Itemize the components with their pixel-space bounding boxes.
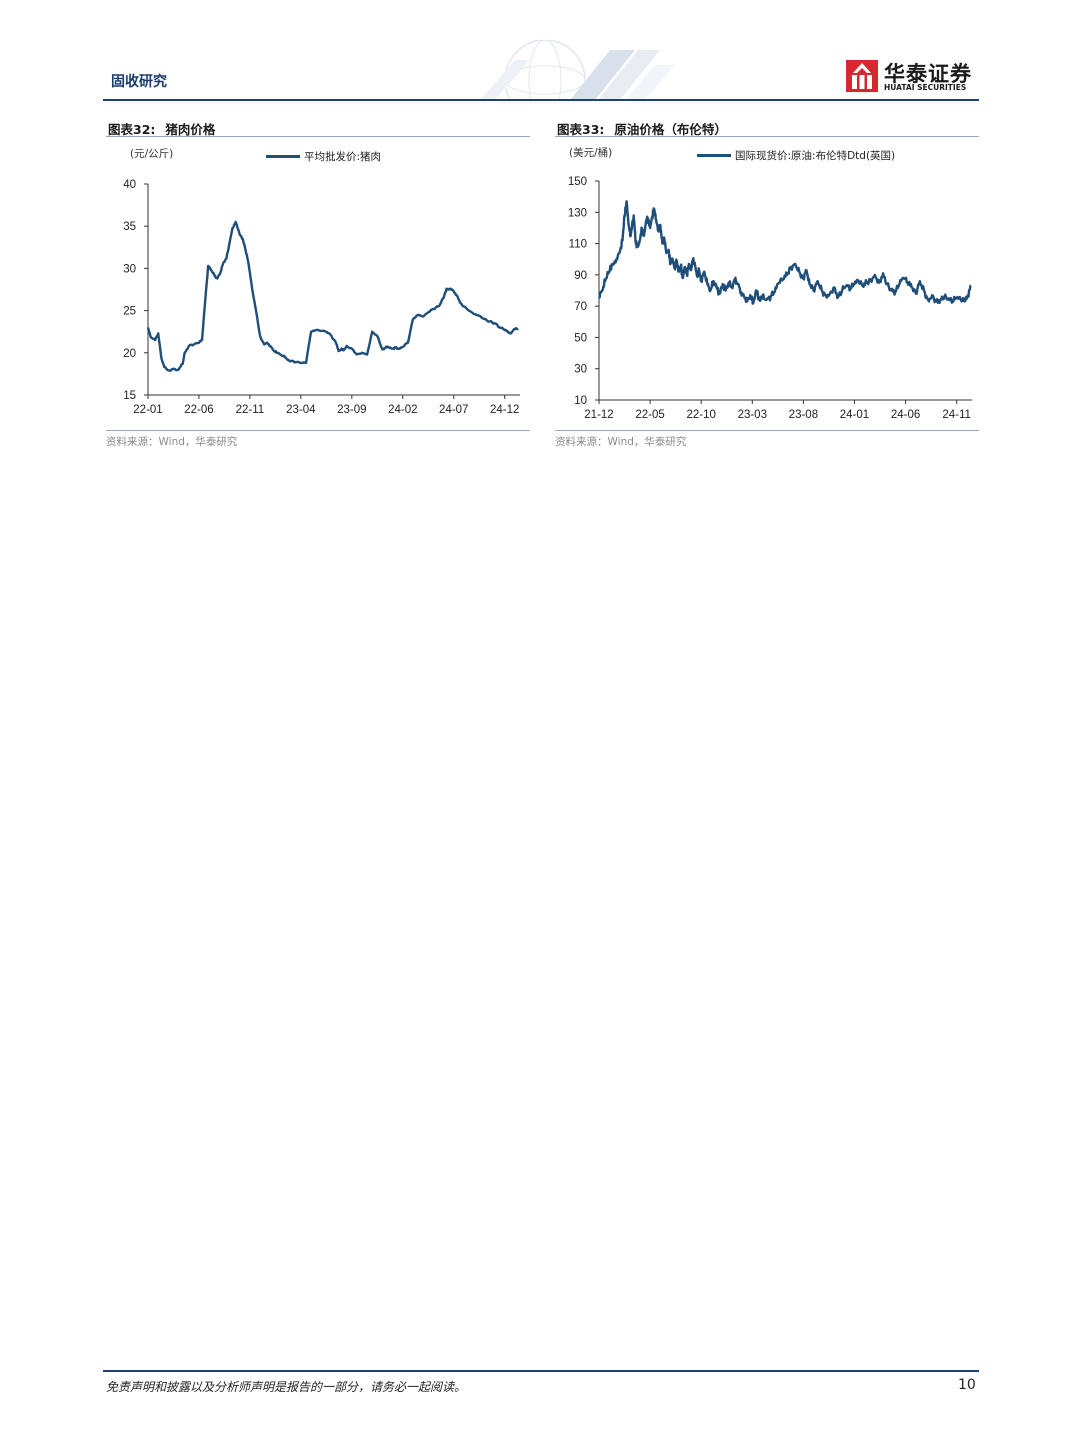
page-number: 10: [958, 1377, 976, 1393]
y-tick-label: 35: [123, 221, 136, 233]
y-axis-unit: (美元/桶): [569, 147, 613, 159]
section-title: 固收研究: [111, 74, 167, 90]
y-tick-label: 90: [574, 270, 587, 282]
y-tick-label: 110: [569, 239, 587, 251]
chart-label: 图表33:: [557, 122, 605, 137]
pork-price-line-chart: 15 20 25 30 35 40 22-01 22-06 22-11 23-04 23-09 24-…: [123, 179, 520, 416]
brent-price-line-chart: 10 30 50 70 90 110 130 150 21-12 22-05 22-10 23-03 2…: [568, 176, 972, 421]
footer-disclaimer: 免责声明和披露以及分析师声明是报告的一部分，请务必一起阅读。: [106, 1380, 467, 1394]
footer-divider: [103, 1370, 979, 1372]
legend-label: 国际现货价:原油:布伦特Dtd(英国): [735, 150, 896, 162]
y-tick-label: 30: [123, 263, 136, 275]
x-tick-label: 22-11: [236, 404, 265, 416]
chart-top-rule: [106, 136, 530, 137]
y-tick-label: 40: [123, 179, 136, 191]
x-tick-label: 22-06: [184, 404, 213, 416]
header-divider: [103, 99, 979, 101]
globe-banner-decoration: [480, 40, 675, 100]
x-tick-label: 24-12: [490, 404, 519, 416]
x-tick-label: 23-04: [286, 404, 316, 416]
y-tick-label: 50: [574, 332, 587, 344]
huatai-logo-mark-icon: [846, 60, 878, 92]
chart-bottom-rule: [555, 430, 979, 431]
y-axis-unit: (元/公斤): [130, 148, 174, 160]
x-tick-label: 24-01: [840, 409, 869, 421]
y-tick-label: 30: [574, 364, 587, 376]
logo-english-name: HUATAI SECURITIES: [884, 83, 967, 92]
legend-swatch: [266, 155, 300, 158]
chart-title: 图表32: 猪肉价格: [108, 119, 215, 138]
x-tick-label: 23-09: [337, 404, 366, 416]
series-line-0: [146, 220, 519, 372]
chart-source: 资料来源：Wind，华泰研究: [106, 436, 238, 448]
x-tick-label: 22-10: [686, 409, 715, 421]
chart-top-rule: [555, 136, 979, 137]
huatai-logo: 华泰证券 HUATAI SECURITIES: [846, 58, 980, 94]
y-tick-label: 130: [568, 207, 587, 219]
chart-title-text: 猪肉价格: [165, 122, 216, 137]
x-tick-label: 24-11: [942, 409, 971, 421]
y-tick-label: 20: [123, 348, 136, 360]
x-tick-label: 23-03: [738, 409, 767, 421]
y-tick-label: 150: [568, 176, 587, 188]
x-tick-label: 23-08: [789, 409, 818, 421]
x-tick-label: 24-06: [891, 409, 920, 421]
y-tick-label: 15: [123, 390, 136, 402]
legend-swatch: [697, 154, 731, 157]
series-line-0: [598, 200, 972, 305]
x-tick-label: 22-05: [635, 409, 664, 421]
logo-chinese-name: 华泰证券: [884, 62, 972, 86]
x-tick-label: 22-01: [133, 404, 162, 416]
chart-source: 资料来源：Wind，华泰研究: [555, 436, 687, 448]
chart-panel-brent: 图表33: 原油价格（布伦特） (美元/桶) 国际现货价:原油:布伦特Dtd(英国…: [555, 115, 979, 455]
y-tick-label: 70: [574, 301, 587, 313]
legend-label: 平均批发价:猪肉: [304, 151, 382, 163]
y-tick-label: 25: [123, 306, 136, 318]
x-tick-label: 21-12: [584, 409, 613, 421]
chart-label: 图表32:: [108, 122, 156, 137]
x-tick-label: 24-07: [439, 404, 468, 416]
chart-panel-pork: 图表32: 猪肉价格 (元/公斤) 平均批发价:猪肉 15 20 25 30 35 40 22…: [106, 115, 530, 455]
chart-title: 图表33: 原油价格（布伦特）: [557, 119, 727, 138]
chart-bottom-rule: [106, 430, 530, 431]
x-tick-label: 24-02: [388, 404, 417, 416]
chart-title-text: 原油价格（布伦特）: [614, 122, 727, 137]
y-tick-label: 10: [574, 395, 587, 407]
